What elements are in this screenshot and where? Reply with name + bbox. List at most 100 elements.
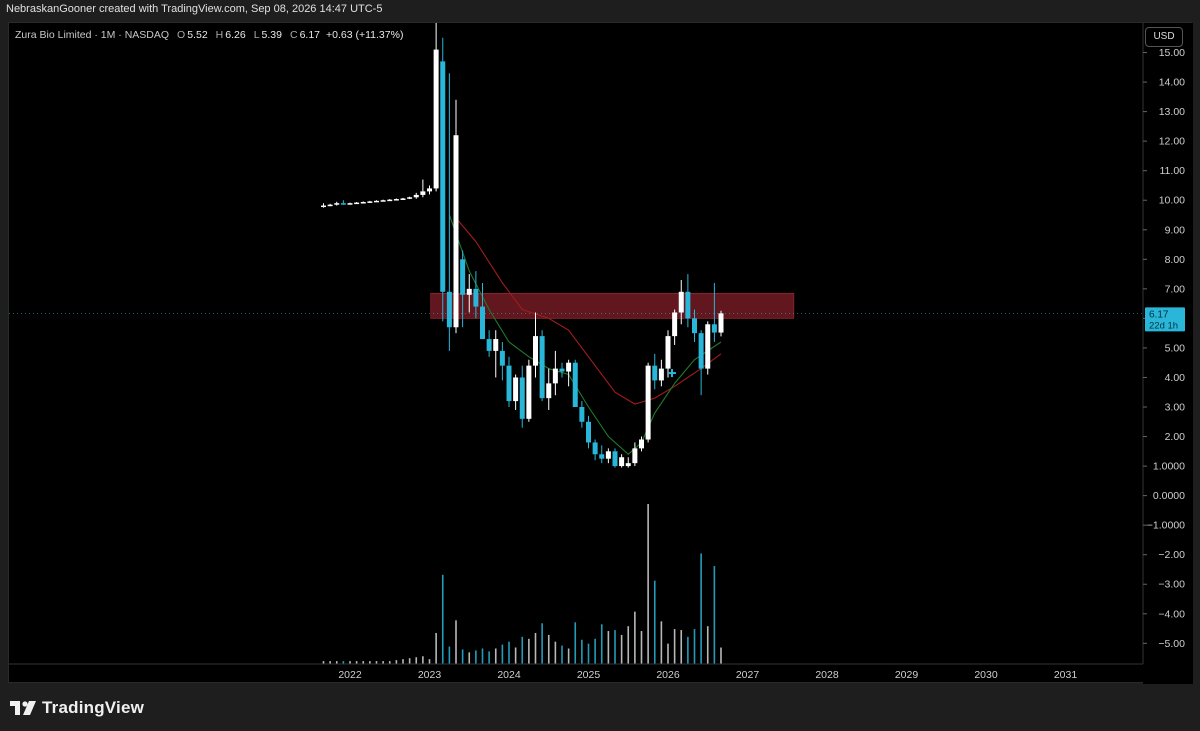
candle bbox=[393, 198, 399, 201]
candle-body bbox=[380, 200, 386, 202]
candle bbox=[453, 99, 459, 334]
symbol-name: Zura Bio Limited · 1M · NASDAQ bbox=[15, 29, 170, 41]
candle-body bbox=[705, 324, 711, 369]
candle bbox=[347, 202, 353, 205]
candle-body bbox=[645, 365, 651, 440]
candle bbox=[678, 279, 684, 325]
candle bbox=[572, 359, 578, 408]
y-tick-label: 5.00 bbox=[1165, 342, 1186, 354]
y-tick-label: 2.00 bbox=[1165, 431, 1186, 443]
candle bbox=[599, 445, 605, 464]
candle-body bbox=[579, 407, 585, 422]
candle-body bbox=[453, 135, 459, 328]
open-value: 5.52 bbox=[187, 29, 208, 41]
candle bbox=[367, 200, 373, 203]
candle bbox=[718, 310, 724, 337]
candle-body bbox=[480, 306, 485, 340]
candle bbox=[632, 442, 638, 467]
crosshair-marker bbox=[668, 369, 676, 378]
low-label: L bbox=[253, 29, 260, 41]
volume-bar bbox=[647, 504, 649, 664]
candle-body bbox=[586, 421, 591, 443]
candle-body bbox=[572, 362, 578, 408]
resistance-zone bbox=[430, 292, 795, 319]
volume-bar bbox=[693, 629, 696, 664]
candle-body bbox=[420, 191, 426, 195]
candle bbox=[665, 330, 671, 378]
y-tick-label: 3.00 bbox=[1165, 402, 1186, 414]
candle-body bbox=[692, 318, 697, 334]
chart-panel[interactable]: 15.00 14.00 13.00 12.00 11.00 10.00 9.00 8.00 7.… bbox=[8, 22, 1193, 684]
candle bbox=[639, 436, 644, 452]
currency-button[interactable]: USD bbox=[1145, 27, 1183, 47]
x-tick-label: 2029 bbox=[895, 669, 919, 681]
candle bbox=[360, 201, 366, 204]
candle bbox=[473, 271, 479, 319]
volume-bar bbox=[322, 661, 325, 664]
candle bbox=[354, 202, 360, 205]
volume-bar bbox=[587, 643, 590, 664]
candle bbox=[692, 309, 697, 343]
candle bbox=[539, 330, 545, 402]
candle bbox=[321, 203, 326, 208]
candle bbox=[380, 199, 386, 202]
volume-bar bbox=[581, 639, 583, 664]
volume-bar bbox=[488, 651, 490, 664]
volume-bar bbox=[521, 636, 524, 664]
volume-bar bbox=[547, 634, 550, 664]
volume-bar bbox=[653, 580, 656, 664]
candle-body bbox=[599, 454, 605, 459]
candle bbox=[526, 359, 532, 422]
candle bbox=[698, 330, 704, 396]
volume-bar bbox=[594, 638, 596, 664]
candle bbox=[413, 192, 419, 199]
candle-body bbox=[446, 291, 452, 328]
candle-body bbox=[665, 336, 671, 369]
candle-body bbox=[466, 288, 472, 295]
candle-body bbox=[486, 339, 492, 351]
y-tick-label: 12.00 bbox=[1159, 136, 1185, 148]
volume-bar bbox=[369, 661, 371, 664]
candle-body bbox=[433, 49, 439, 189]
candle-body bbox=[360, 202, 366, 204]
candle-body bbox=[413, 194, 419, 198]
y-tick-label: 7.00 bbox=[1165, 283, 1186, 295]
brand-name: TradingView bbox=[42, 698, 145, 717]
tradingview-logo[interactable]: TradingView bbox=[10, 698, 144, 718]
change-value: +0.63 (+11.37%) bbox=[326, 29, 404, 41]
candle-body bbox=[440, 61, 446, 292]
candle-body bbox=[652, 365, 658, 381]
volume-bar bbox=[375, 661, 378, 664]
y-tick-label: 13.00 bbox=[1159, 106, 1185, 118]
candle bbox=[374, 200, 379, 203]
candle bbox=[427, 185, 432, 195]
volume-bar bbox=[335, 661, 338, 664]
volume-bar bbox=[388, 661, 391, 664]
candles[interactable] bbox=[321, 23, 724, 468]
candle bbox=[592, 439, 598, 461]
candle-body bbox=[519, 377, 525, 419]
y-tick-label: −1.0000 bbox=[1147, 520, 1185, 532]
candle-body bbox=[711, 324, 717, 333]
volume-bar bbox=[680, 630, 683, 664]
candle-body bbox=[460, 259, 466, 295]
candle-body bbox=[526, 365, 532, 419]
volume-bar bbox=[667, 643, 669, 664]
candle bbox=[586, 415, 591, 449]
candle-body bbox=[625, 463, 631, 467]
candle-body bbox=[632, 448, 638, 464]
y-tick-label: −4.00 bbox=[1158, 608, 1185, 620]
ma-slow-line bbox=[455, 217, 722, 405]
price-chart[interactable]: 15.00 14.00 13.00 12.00 11.00 10.00 9.00 8.00 7.… bbox=[9, 23, 1193, 684]
y-tick-label: 9.00 bbox=[1165, 224, 1186, 236]
volume-bar bbox=[700, 553, 702, 664]
volume-bar bbox=[534, 632, 537, 664]
volume-bar bbox=[481, 648, 484, 664]
volume-bar bbox=[455, 620, 457, 664]
candle-body bbox=[513, 377, 519, 402]
candle bbox=[658, 359, 664, 387]
moving-averages bbox=[448, 214, 722, 456]
x-tick-label: 2030 bbox=[974, 669, 998, 681]
low-value: 5.39 bbox=[261, 29, 282, 41]
